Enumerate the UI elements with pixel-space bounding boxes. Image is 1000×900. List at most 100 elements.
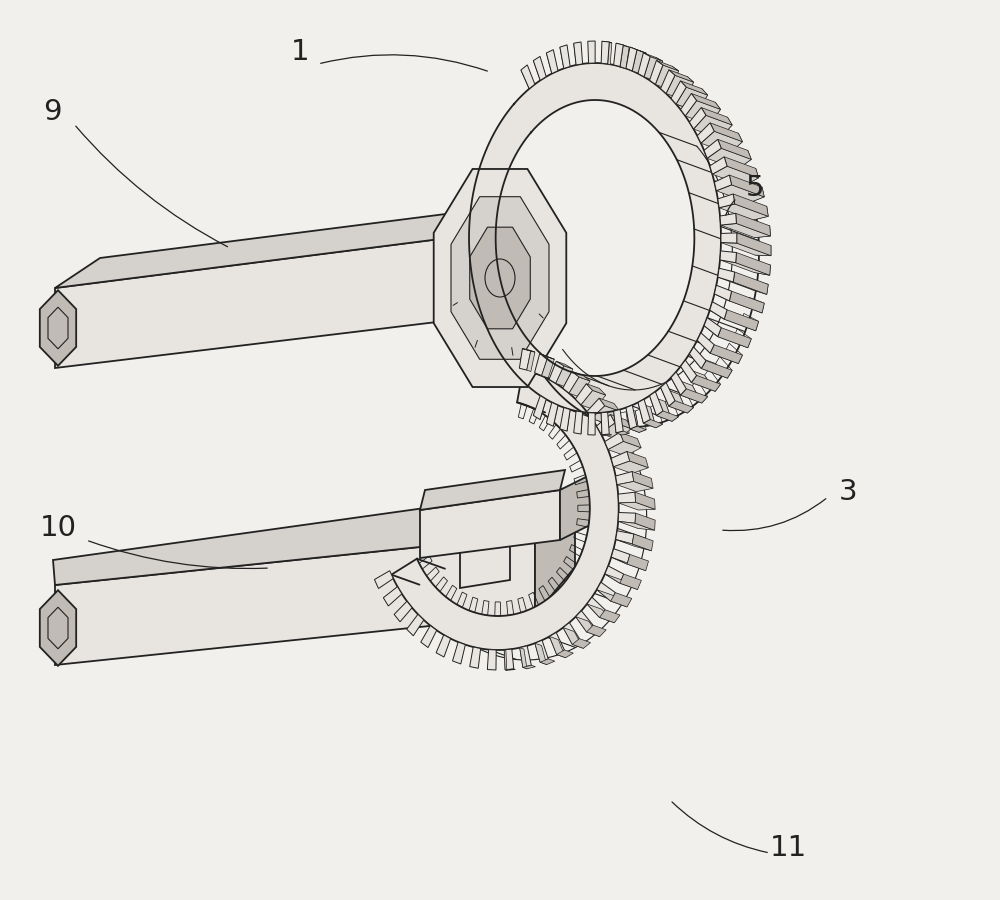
Polygon shape xyxy=(55,232,495,368)
Polygon shape xyxy=(560,45,570,68)
Polygon shape xyxy=(632,50,646,74)
Polygon shape xyxy=(581,391,606,410)
Polygon shape xyxy=(434,169,566,387)
Polygon shape xyxy=(681,94,697,116)
Polygon shape xyxy=(53,487,575,585)
Polygon shape xyxy=(697,122,714,143)
Polygon shape xyxy=(656,60,679,71)
Polygon shape xyxy=(733,272,768,294)
Polygon shape xyxy=(574,43,576,65)
Polygon shape xyxy=(391,369,619,650)
Polygon shape xyxy=(533,57,546,80)
Polygon shape xyxy=(460,530,510,588)
Polygon shape xyxy=(718,268,735,282)
Polygon shape xyxy=(616,431,629,435)
Polygon shape xyxy=(681,360,697,382)
Polygon shape xyxy=(605,566,624,583)
Polygon shape xyxy=(553,405,558,427)
Polygon shape xyxy=(520,646,531,667)
Polygon shape xyxy=(616,539,652,551)
Polygon shape xyxy=(720,260,770,275)
Polygon shape xyxy=(733,194,768,216)
Polygon shape xyxy=(535,640,548,662)
Polygon shape xyxy=(714,176,732,191)
Polygon shape xyxy=(718,277,767,294)
Polygon shape xyxy=(689,347,706,368)
Polygon shape xyxy=(527,351,535,372)
Polygon shape xyxy=(588,41,595,63)
Polygon shape xyxy=(605,432,624,450)
Ellipse shape xyxy=(485,259,515,297)
Polygon shape xyxy=(694,115,732,139)
Polygon shape xyxy=(597,414,615,434)
Polygon shape xyxy=(720,213,736,225)
Text: 3: 3 xyxy=(839,478,857,506)
Polygon shape xyxy=(55,202,540,288)
Polygon shape xyxy=(587,398,605,418)
Polygon shape xyxy=(719,204,768,220)
Polygon shape xyxy=(576,616,600,636)
Polygon shape xyxy=(671,372,686,395)
Polygon shape xyxy=(736,213,770,236)
Polygon shape xyxy=(557,650,573,658)
Polygon shape xyxy=(546,402,558,427)
Polygon shape xyxy=(644,57,663,81)
Polygon shape xyxy=(666,76,694,100)
Polygon shape xyxy=(576,611,593,632)
Polygon shape xyxy=(470,227,530,328)
Polygon shape xyxy=(614,411,622,435)
Polygon shape xyxy=(626,47,637,71)
Polygon shape xyxy=(587,598,605,617)
Polygon shape xyxy=(572,639,591,648)
Polygon shape xyxy=(661,382,675,406)
Polygon shape xyxy=(540,659,555,664)
Polygon shape xyxy=(643,419,663,428)
Polygon shape xyxy=(587,626,606,636)
Polygon shape xyxy=(599,398,620,411)
Polygon shape xyxy=(614,410,623,433)
Polygon shape xyxy=(563,623,579,644)
Polygon shape xyxy=(689,107,706,129)
Polygon shape xyxy=(632,472,653,489)
Polygon shape xyxy=(374,571,393,589)
Polygon shape xyxy=(714,294,762,313)
Polygon shape xyxy=(643,53,663,61)
Polygon shape xyxy=(563,627,583,648)
Polygon shape xyxy=(718,140,751,159)
Polygon shape xyxy=(701,107,732,125)
Polygon shape xyxy=(546,50,558,74)
Polygon shape xyxy=(505,669,515,670)
Polygon shape xyxy=(522,348,535,352)
Polygon shape xyxy=(451,197,549,359)
Polygon shape xyxy=(729,176,764,197)
Polygon shape xyxy=(394,601,412,622)
Polygon shape xyxy=(574,411,583,434)
Polygon shape xyxy=(611,549,630,564)
Polygon shape xyxy=(601,423,632,439)
Polygon shape xyxy=(710,302,727,319)
Polygon shape xyxy=(611,452,630,467)
Polygon shape xyxy=(714,285,732,301)
Polygon shape xyxy=(704,318,721,337)
Polygon shape xyxy=(655,65,679,90)
Polygon shape xyxy=(650,396,672,421)
Polygon shape xyxy=(587,604,614,623)
Polygon shape xyxy=(520,648,527,669)
Polygon shape xyxy=(602,434,612,436)
Polygon shape xyxy=(626,408,639,432)
Polygon shape xyxy=(504,649,514,670)
Polygon shape xyxy=(710,122,742,141)
Polygon shape xyxy=(724,157,759,178)
Polygon shape xyxy=(616,531,634,544)
Polygon shape xyxy=(712,166,759,185)
Polygon shape xyxy=(40,590,76,666)
Polygon shape xyxy=(671,81,686,104)
Polygon shape xyxy=(617,482,653,491)
Polygon shape xyxy=(616,43,629,47)
Polygon shape xyxy=(556,365,573,386)
Polygon shape xyxy=(519,348,531,370)
Polygon shape xyxy=(619,502,655,510)
Polygon shape xyxy=(707,148,751,169)
Polygon shape xyxy=(638,400,650,423)
Polygon shape xyxy=(650,392,663,416)
